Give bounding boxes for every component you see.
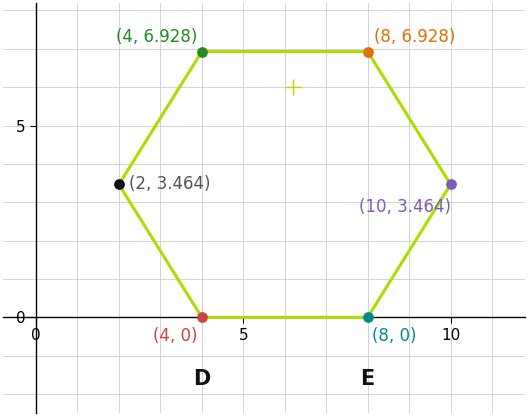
Point: [115, 181, 123, 188]
Text: (8, 6.928): (8, 6.928): [374, 28, 455, 46]
Text: D: D: [193, 369, 211, 389]
Text: E: E: [361, 369, 375, 389]
Point: [363, 314, 372, 321]
Text: (4, 6.928): (4, 6.928): [116, 28, 197, 46]
Text: (10, 3.464): (10, 3.464): [360, 198, 451, 216]
Point: [363, 48, 372, 55]
Point: [197, 314, 206, 321]
Text: (2, 3.464): (2, 3.464): [129, 176, 211, 193]
Text: (8, 0): (8, 0): [372, 327, 416, 345]
Text: (4, 0): (4, 0): [153, 327, 197, 345]
Point: [197, 48, 206, 55]
Point: [446, 181, 455, 188]
